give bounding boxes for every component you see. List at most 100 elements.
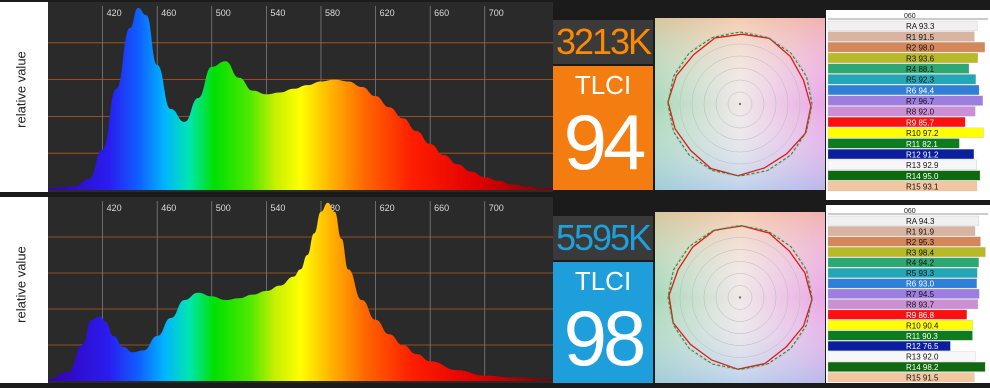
x-tick-label: 580	[325, 203, 340, 213]
cri-bar-label: RA 94.3	[906, 217, 935, 226]
cri-bar-label: R12 76.5	[906, 342, 939, 351]
cri-bar	[827, 74, 976, 85]
cri-bar-label: R15 93.1	[906, 183, 939, 192]
cri-bar-label: R2 98.0	[906, 44, 935, 53]
cct-box-2: 5595K	[553, 216, 653, 260]
cri-bar	[827, 106, 976, 117]
cri-bar-label: R10 97.2	[906, 129, 939, 138]
x-tick-label: 540	[270, 8, 285, 18]
cri-bar-label: R5 92.3	[906, 76, 935, 85]
cri-bar	[827, 309, 968, 320]
spectrum-chart-1: 4204605005405806206607000.80.60.40.2	[28, 6, 553, 190]
cri-bar	[827, 42, 985, 53]
cri-bar	[827, 268, 978, 278]
tlci-value-2: 98	[563, 294, 647, 382]
x-tick-label: 620	[380, 8, 395, 18]
cri-bar	[827, 226, 976, 237]
cri-bar	[827, 372, 975, 383]
cri-bar	[827, 299, 979, 310]
cri-bar	[827, 117, 966, 128]
x-tick-label: 580	[325, 8, 340, 18]
cri-bar	[827, 278, 977, 289]
color-polar-plot-2	[655, 212, 825, 383]
y-axis-label-1: relative value	[13, 51, 29, 128]
x-tick-label: 420	[107, 8, 122, 18]
tlci-value-1: 94	[563, 98, 647, 186]
cri-bar	[827, 351, 976, 362]
polar-ring	[703, 261, 777, 334]
y-axis-2: relative value	[0, 197, 48, 383]
tlci-box-1: TLCI 94	[553, 66, 653, 190]
x-tick-label: 460	[161, 8, 176, 18]
cri-bar	[827, 361, 986, 372]
polar-ring	[715, 79, 765, 129]
spectrum-area-1	[48, 7, 553, 190]
cri-bar	[827, 95, 983, 106]
polar-ring	[679, 237, 801, 358]
cri-bar-label: R6 94.4	[906, 86, 935, 95]
polar-ring	[727, 91, 753, 117]
cri-bar	[827, 20, 978, 31]
cri-bar	[827, 127, 984, 138]
cri-bar-label: RA 93.3	[906, 22, 935, 31]
cri-bar	[827, 31, 975, 42]
cri-bar-label: R4 88.1	[906, 65, 935, 74]
cri-bar-label: R7 96.7	[906, 97, 935, 106]
cri-bar-label: R8 92.0	[906, 108, 935, 117]
cri-bar-label: R13 92.9	[906, 161, 939, 170]
x-tick-label: 660	[434, 8, 449, 18]
y-axis-1: relative value	[0, 2, 48, 192]
cri-bar	[827, 159, 977, 170]
cri-bar	[827, 320, 973, 330]
cri-bar	[827, 52, 978, 63]
spectrum-panel-2: 4204605005405806206607000.80.60.40.2 rel…	[0, 197, 553, 383]
cct-value-1: 3213K	[555, 21, 652, 62]
cri-bar-label: R11 90.3	[906, 332, 938, 341]
tlci-label-1: TLCI	[574, 70, 632, 100]
polar-ring	[679, 43, 801, 165]
tlci-box-2: TLCI 98	[553, 262, 653, 383]
polar-ring	[703, 67, 777, 141]
x-tick-label: 460	[161, 203, 176, 213]
cri-bar-label: R15 91.5	[906, 374, 939, 383]
x-tick-label: 700	[489, 8, 504, 18]
cri-bar-label: R1 91.9	[906, 227, 935, 236]
cri-bars-panel-2: 060 RA 94.3 R1 91.9 R2 95.3 R3 98.4 R4 94.2 R5…	[826, 205, 990, 383]
cri-bar	[827, 63, 970, 74]
cri-bar	[827, 149, 975, 160]
cri-bar-label: R6 93.0	[906, 280, 935, 289]
cri-bar	[827, 257, 979, 268]
cri-bar-label: R8 93.7	[906, 300, 935, 309]
cri-bar-label: R9 85.7	[906, 118, 935, 127]
cri-bar	[827, 341, 951, 351]
cri-bar-label: R7 94.5	[906, 290, 935, 299]
cri-bar	[827, 288, 980, 299]
x-tick-label: 500	[216, 203, 231, 213]
cri-bar-label: R3 98.4	[906, 248, 935, 257]
spectrum-chart-2: 4204605005405806206607000.80.60.40.2	[28, 201, 553, 381]
cct-value-2: 5595K	[555, 217, 652, 258]
cri-bar-label: R12 91.2	[906, 150, 939, 159]
cri-bar	[827, 84, 980, 95]
polar-ring	[691, 55, 789, 153]
polar-center	[738, 102, 742, 106]
spectrum-area-2	[48, 202, 553, 381]
cri-bar-label: R10 90.4	[906, 321, 939, 330]
cri-bar	[827, 330, 973, 341]
cri-bar	[827, 236, 981, 247]
polar-ring	[691, 249, 789, 346]
cri-bars-panel-1: 060 RA 93.3 R1 91.5 R2 98.0 R3 93.6 R4 88.1 R5…	[826, 10, 990, 200]
x-tick-label: 500	[216, 8, 231, 18]
cri-bar	[827, 181, 978, 192]
x-tick-label: 620	[380, 203, 395, 213]
tlci-label-2: TLCI	[574, 266, 632, 296]
cri-bar-label: R1 91.5	[906, 33, 935, 42]
x-tick-label: 540	[270, 203, 285, 213]
cri-bar-label: R11 82.1	[906, 140, 938, 149]
cri-bar-label: R5 93.3	[906, 269, 935, 278]
cri-bar-label: R3 93.6	[906, 54, 935, 63]
cri-bar-label: R14 98.2	[906, 363, 939, 372]
spectrum-panel-1: 4204605005405806206607000.80.60.40.2 rel…	[0, 2, 553, 192]
x-tick-label: 700	[489, 203, 504, 213]
cri-bar-label: R2 95.3	[906, 238, 935, 247]
